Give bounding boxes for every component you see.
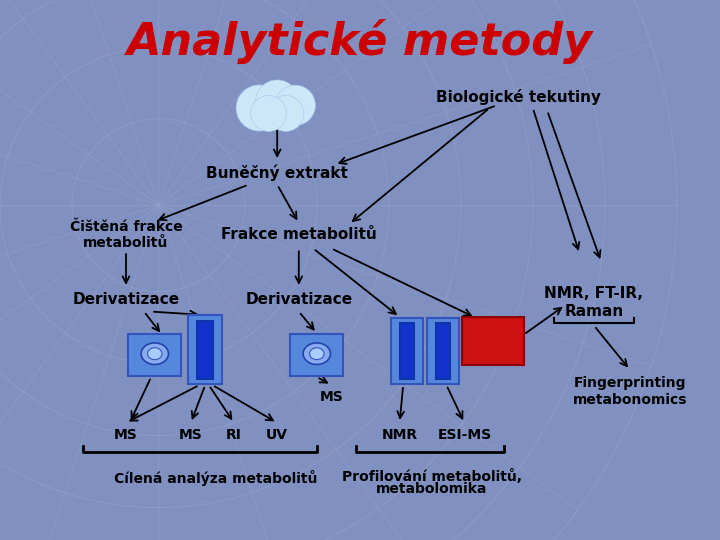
Text: GC: GC (323, 341, 336, 361)
Text: LC: LC (442, 343, 452, 359)
Ellipse shape (268, 96, 304, 131)
Ellipse shape (275, 85, 315, 125)
Text: GC: GC (161, 341, 174, 361)
FancyBboxPatch shape (128, 334, 181, 376)
FancyBboxPatch shape (436, 323, 450, 379)
Text: Fingerprinting
metabonomics: Fingerprinting metabonomics (572, 376, 688, 407)
FancyBboxPatch shape (197, 321, 213, 379)
Text: NMR, FT-IR,
Raman: NMR, FT-IR, Raman (544, 286, 644, 319)
Text: Analytické metody: Analytické metody (127, 19, 593, 64)
Text: CE: CE (480, 330, 507, 350)
Text: Profilování metabolitů,: Profilování metabolitů, (342, 469, 522, 484)
Ellipse shape (310, 348, 324, 360)
FancyBboxPatch shape (400, 323, 414, 379)
Text: Derivatizace: Derivatizace (246, 292, 352, 307)
Text: HPLC: HPLC (206, 333, 216, 366)
Text: UV: UV (266, 428, 288, 442)
Ellipse shape (303, 343, 330, 364)
Text: metabolomika: metabolomika (377, 482, 487, 496)
Text: Derivatizace: Derivatizace (73, 292, 179, 307)
FancyBboxPatch shape (462, 317, 524, 364)
Ellipse shape (148, 348, 162, 360)
Text: Frakce metabolitů: Frakce metabolitů (221, 227, 377, 242)
Text: MS: MS (320, 390, 343, 404)
Text: Biologické tekutiny: Biologické tekutiny (436, 89, 601, 105)
FancyBboxPatch shape (391, 318, 423, 384)
Text: NMR: NMR (382, 428, 418, 442)
Text: RI: RI (226, 428, 242, 442)
Text: Buňka: Buňka (253, 101, 302, 115)
FancyBboxPatch shape (290, 334, 343, 376)
FancyBboxPatch shape (188, 315, 222, 384)
Text: LC: LC (406, 343, 416, 359)
Text: Cílená analýza metabolitů: Cílená analýza metabolitů (114, 470, 318, 486)
Text: MS: MS (179, 428, 202, 442)
FancyBboxPatch shape (427, 318, 459, 384)
Text: Čištěná frakce
metabolitů: Čištěná frakce metabolitů (70, 220, 182, 250)
Ellipse shape (236, 85, 282, 131)
Ellipse shape (256, 80, 299, 123)
Text: ESI-MS: ESI-MS (437, 428, 492, 442)
Ellipse shape (141, 343, 168, 364)
Text: Buněčný extrakt: Buněčný extrakt (206, 165, 348, 181)
Ellipse shape (251, 96, 287, 131)
Text: MS: MS (114, 428, 138, 442)
